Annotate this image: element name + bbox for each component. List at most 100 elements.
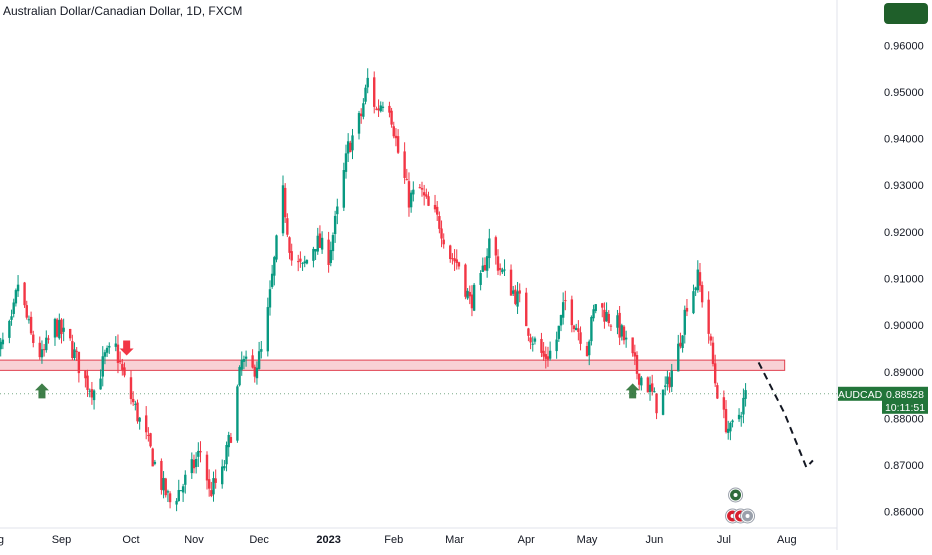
x-tick-label: Aug bbox=[777, 534, 797, 546]
candle-body bbox=[453, 258, 456, 262]
candle-body bbox=[555, 339, 558, 352]
x-tick-label: Jun bbox=[645, 534, 663, 546]
candle-body bbox=[184, 474, 187, 485]
candle-body bbox=[236, 386, 239, 441]
candle-body bbox=[207, 479, 211, 489]
ca-flag-event-icon-3[interactable] bbox=[740, 508, 756, 524]
candle-body bbox=[579, 332, 582, 344]
candle-body bbox=[168, 493, 172, 503]
candle-body bbox=[373, 77, 376, 107]
candle-body bbox=[199, 450, 202, 453]
candle-body bbox=[464, 264, 467, 297]
candle-body bbox=[679, 342, 682, 347]
candle-body bbox=[316, 235, 319, 252]
candle-body bbox=[427, 196, 430, 206]
candle-body bbox=[181, 486, 185, 493]
candle-body bbox=[318, 233, 322, 248]
price-label-box bbox=[882, 386, 928, 414]
candle-body bbox=[405, 179, 408, 181]
candle-body bbox=[601, 303, 604, 308]
candle-body bbox=[147, 434, 150, 436]
candle-body bbox=[692, 291, 695, 314]
candle-body bbox=[544, 354, 547, 359]
candle-body bbox=[305, 259, 309, 264]
candle-body bbox=[616, 315, 619, 328]
candle-body bbox=[557, 325, 561, 339]
candle-body bbox=[223, 466, 226, 469]
candle-body bbox=[14, 290, 18, 304]
x-tick-label: 2023 bbox=[316, 534, 340, 546]
candle-body bbox=[457, 262, 461, 267]
candle-body bbox=[71, 341, 74, 359]
x-tick-label: Apr bbox=[518, 534, 535, 546]
candle-body bbox=[314, 249, 317, 252]
projection-dashed-line bbox=[757, 361, 814, 470]
candle-body bbox=[501, 269, 504, 273]
candle-body bbox=[290, 251, 293, 261]
last-price-label: 0.88528 bbox=[886, 389, 924, 401]
candle-body bbox=[162, 477, 165, 491]
candle-body bbox=[418, 187, 422, 189]
candle-body bbox=[496, 256, 500, 271]
candle-body bbox=[164, 478, 167, 496]
y-tick-label: 0.90000 bbox=[884, 320, 924, 332]
candle-body bbox=[273, 257, 276, 276]
candle-body bbox=[138, 417, 141, 422]
candle-body bbox=[210, 490, 213, 497]
candle-body bbox=[129, 377, 133, 400]
candle-body bbox=[45, 337, 48, 351]
candle-body bbox=[525, 292, 528, 327]
candle-body bbox=[533, 338, 537, 342]
candle-body bbox=[136, 402, 139, 422]
candle-body bbox=[577, 328, 580, 332]
candle-body bbox=[86, 375, 89, 390]
candle-body bbox=[635, 355, 639, 374]
candle-body bbox=[40, 349, 44, 358]
candle-body bbox=[664, 385, 667, 387]
candle-body bbox=[559, 315, 563, 326]
candle-body bbox=[709, 336, 713, 341]
candle-body bbox=[436, 206, 439, 215]
candle-body bbox=[407, 181, 411, 208]
candle-body bbox=[73, 349, 76, 359]
candle-body bbox=[32, 334, 35, 343]
candle-body bbox=[670, 370, 673, 387]
candle-body bbox=[512, 290, 515, 294]
candle-body bbox=[651, 383, 654, 392]
candle-body bbox=[301, 262, 304, 264]
candle-body bbox=[698, 272, 702, 286]
candle-body bbox=[648, 384, 652, 393]
symbol-title[interactable]: Australian Dollar/Canadian Dollar, 1D, F… bbox=[3, 4, 243, 18]
candle-body bbox=[103, 352, 107, 357]
candle-body bbox=[131, 398, 135, 403]
candle-body bbox=[336, 206, 339, 215]
top-right-badge[interactable] bbox=[884, 3, 928, 24]
au-flag-event-icon[interactable] bbox=[728, 487, 744, 503]
candle-body bbox=[25, 305, 28, 318]
candle-body bbox=[392, 126, 395, 137]
candle-body bbox=[700, 285, 704, 303]
candle-body bbox=[190, 459, 193, 474]
candle-body bbox=[84, 370, 87, 379]
candle-body bbox=[221, 466, 224, 485]
candle-body bbox=[160, 460, 163, 490]
candle-body bbox=[438, 216, 441, 229]
candle-body bbox=[713, 363, 717, 384]
y-tick-label: 0.95000 bbox=[884, 87, 924, 99]
candle-body bbox=[153, 461, 157, 464]
candle-body bbox=[451, 258, 454, 260]
candle-body bbox=[661, 389, 665, 415]
candle-body bbox=[68, 328, 72, 339]
candle-body bbox=[729, 422, 732, 432]
candle-body bbox=[151, 448, 154, 467]
candle-body bbox=[27, 319, 31, 321]
candle-body bbox=[251, 355, 254, 368]
candle-body bbox=[592, 309, 595, 319]
candle-body bbox=[564, 300, 567, 302]
candle-body bbox=[244, 356, 248, 359]
candle-body bbox=[727, 428, 730, 433]
arrow-up-marker bbox=[625, 383, 640, 399]
candle-body bbox=[205, 454, 209, 481]
